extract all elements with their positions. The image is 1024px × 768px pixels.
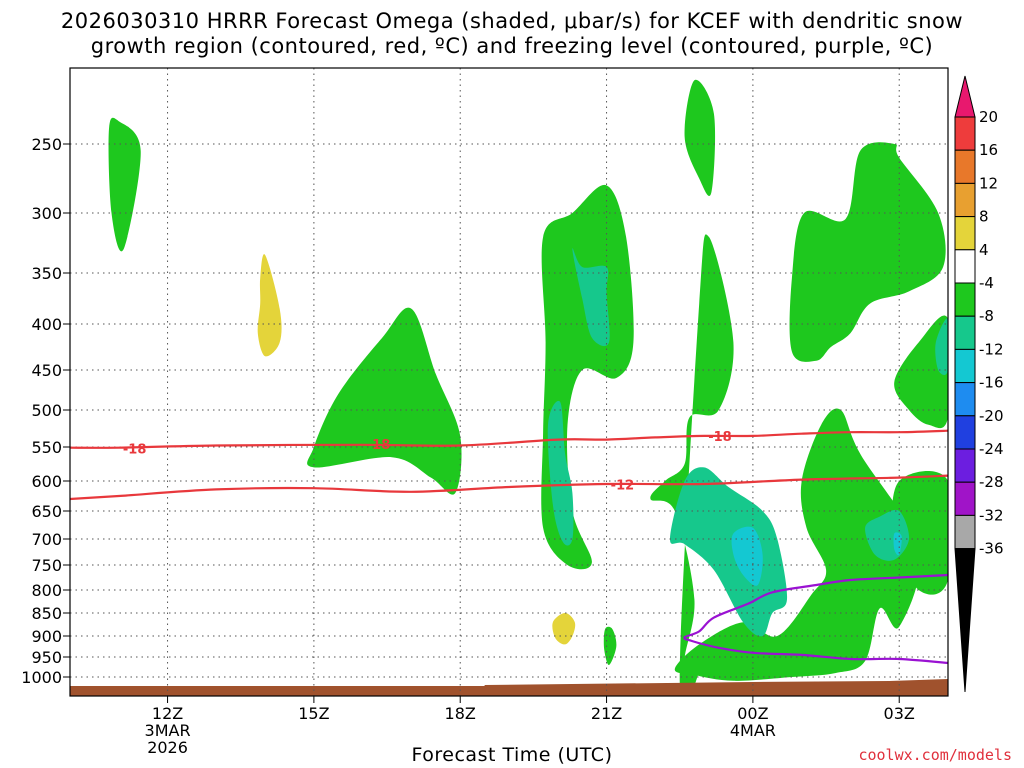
colorbar-label-neg24: -24 bbox=[979, 440, 1004, 458]
colorbar-box-5 bbox=[954, 249, 976, 284]
omega-region-neg8-10 bbox=[547, 400, 574, 546]
x-tick-label-03Z: 03Z bbox=[884, 704, 915, 723]
omega-region-neg4-5 bbox=[674, 408, 921, 681]
omega-region-neg8-14 bbox=[935, 318, 948, 375]
colorbar-box-13 bbox=[954, 514, 976, 550]
contour-label-0: -18 bbox=[123, 442, 147, 457]
colorbar-box-11 bbox=[954, 448, 976, 483]
y-tick-label-700: 700 bbox=[31, 530, 62, 549]
colorbar-box-6 bbox=[954, 282, 976, 317]
y-tick-label-600: 600 bbox=[31, 472, 62, 491]
colorbar-label-neg32: -32 bbox=[979, 506, 1004, 524]
colorbar-label-neg28: -28 bbox=[979, 473, 1004, 491]
x-tick-label-12Z: 12Z bbox=[152, 704, 183, 723]
colorbar-box-4 bbox=[954, 216, 976, 251]
y-tick-label-400: 400 bbox=[31, 315, 62, 334]
colorbar-label-neg8: -8 bbox=[979, 307, 994, 325]
colorbar-label-12: 12 bbox=[979, 174, 998, 192]
colorbar-box-9 bbox=[954, 382, 976, 417]
y-tick-label-900: 900 bbox=[31, 627, 62, 646]
colorbar-box-3 bbox=[954, 182, 976, 218]
x-tick-sublabel-4MAR: 4MAR bbox=[730, 721, 776, 740]
contour-label-2: -18 bbox=[708, 430, 732, 445]
omega-region-neg4-8 bbox=[892, 471, 948, 595]
omega-region-neg4-1 bbox=[307, 307, 462, 495]
y-tick-label-250: 250 bbox=[31, 135, 62, 154]
colorbar-label-neg12: -12 bbox=[979, 340, 1004, 358]
y-tick-label-1000: 1000 bbox=[21, 668, 62, 687]
y-tick-label-800: 800 bbox=[31, 581, 62, 600]
colorbar-bottom-triangle bbox=[954, 548, 976, 693]
colorbar-box-2 bbox=[954, 149, 976, 184]
y-tick-label-300: 300 bbox=[31, 204, 62, 223]
omega-region-neg12-15 bbox=[731, 526, 763, 586]
omega-region-neg4-0 bbox=[108, 117, 141, 252]
x-tick-label-21Z: 21Z bbox=[591, 704, 622, 723]
colorbar-top-triangle bbox=[954, 75, 976, 118]
colorbar-label-neg4: -4 bbox=[979, 274, 994, 292]
credit-text: coolwx.com/models bbox=[858, 746, 1012, 764]
chart-title-line-2: growth region (contoured, red, ºC) and f… bbox=[90, 34, 934, 58]
contour-label-3: -12 bbox=[611, 479, 635, 494]
colorbar-box-12 bbox=[954, 481, 976, 516]
y-tick-label-650: 650 bbox=[31, 502, 62, 521]
omega-region-neg4-4 bbox=[650, 234, 734, 696]
y-tick-label-850: 850 bbox=[31, 604, 62, 623]
colorbar-box-1 bbox=[954, 116, 976, 151]
y-tick-label-450: 450 bbox=[31, 361, 62, 380]
omega-region-neg4-9 bbox=[603, 626, 617, 666]
contour-label-1: -18 bbox=[367, 438, 391, 453]
colorbar-label-20: 20 bbox=[979, 108, 998, 126]
y-tick-label-950: 950 bbox=[31, 648, 62, 667]
colorbar-label-16: 16 bbox=[979, 141, 998, 159]
x-tick-label-15Z: 15Z bbox=[298, 704, 329, 723]
contour-temperature-1 bbox=[70, 474, 948, 501]
y-tick-label-550: 550 bbox=[31, 438, 62, 457]
x-tick-label-00Z: 00Z bbox=[737, 704, 768, 723]
contour-freezing_level-2 bbox=[683, 573, 948, 665]
x-tick-label-18Z: 18Z bbox=[445, 704, 476, 723]
colorbar-label-neg20: -20 bbox=[979, 407, 1004, 425]
omega-region-neg4-3 bbox=[684, 79, 716, 197]
omega-region-neg12-16 bbox=[893, 532, 902, 556]
omega-region-neg8-12 bbox=[670, 467, 788, 637]
y-tick-label-350: 350 bbox=[31, 264, 62, 283]
x-tick-sublabel-2026: 2026 bbox=[147, 738, 188, 757]
x-axis-title: Forecast Time (UTC) bbox=[411, 744, 613, 766]
omega-region-4-18 bbox=[552, 613, 576, 645]
colorbar-box-10 bbox=[954, 415, 976, 450]
ground-terrain bbox=[70, 679, 948, 696]
colorbar-label-4: 4 bbox=[979, 241, 989, 259]
colorbar-label-neg36: -36 bbox=[979, 540, 1004, 558]
y-tick-label-500: 500 bbox=[31, 401, 62, 420]
chart-title-line-1: 2026030310 HRRR Forecast Omega (shaded, … bbox=[60, 9, 964, 33]
y-tick-label-750: 750 bbox=[31, 556, 62, 575]
omega-region-neg4-7 bbox=[894, 315, 948, 429]
colorbar-box-8 bbox=[954, 348, 976, 384]
omega-region-4-17 bbox=[257, 254, 282, 357]
colorbar-box-7 bbox=[954, 315, 976, 350]
omega-region-neg4-6 bbox=[789, 142, 946, 362]
plot-frame bbox=[69, 67, 949, 697]
x-tick-sublabel-3MAR: 3MAR bbox=[145, 721, 191, 740]
colorbar-label-8: 8 bbox=[979, 208, 989, 226]
contour-temperature-0 bbox=[70, 429, 948, 449]
colorbar-label-neg16: -16 bbox=[979, 374, 1004, 392]
